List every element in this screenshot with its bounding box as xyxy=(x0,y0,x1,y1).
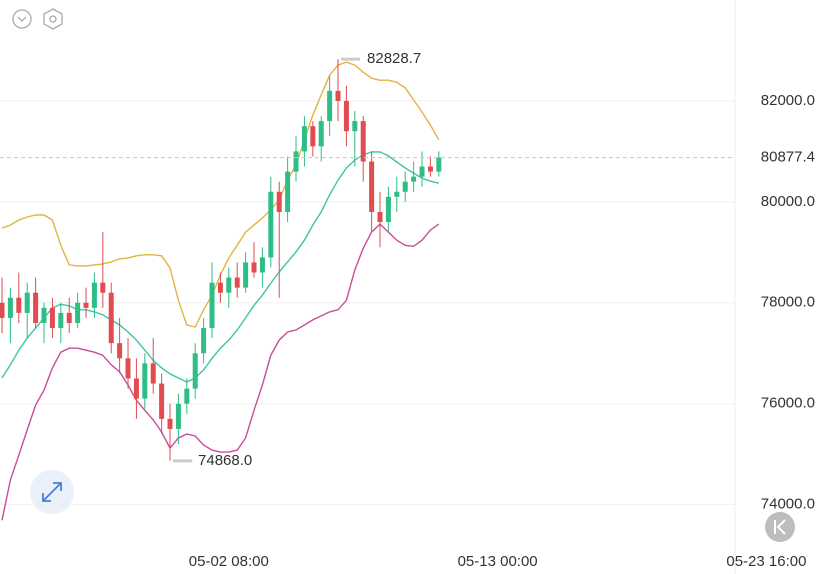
candle-body xyxy=(184,388,190,404)
candle-body xyxy=(142,363,148,399)
candle-body xyxy=(24,292,30,313)
collapse-button[interactable] xyxy=(12,9,32,29)
candle-body xyxy=(419,166,425,177)
candle-body xyxy=(117,343,123,359)
candle-body xyxy=(276,191,282,212)
x-tick-label: 05-23 16:00 xyxy=(726,553,806,570)
icon-hexagon xyxy=(43,8,63,30)
high-label: 82828.7 xyxy=(367,50,421,67)
candle-body xyxy=(436,157,442,172)
candle-body xyxy=(209,282,215,329)
candle-body xyxy=(352,121,358,132)
candle-body xyxy=(427,166,433,172)
candle-body xyxy=(360,121,366,162)
x-tick-label: 05-02 08:00 xyxy=(189,553,269,570)
candle-body xyxy=(150,363,156,384)
reset-button[interactable] xyxy=(765,512,795,542)
candle-body xyxy=(192,353,198,389)
candle-body xyxy=(49,307,55,329)
candle-body xyxy=(167,418,173,429)
x-tick-label: 05-13 00:00 xyxy=(458,553,538,570)
low-label: 74868.0 xyxy=(198,452,252,469)
candle-body xyxy=(125,358,131,379)
candle-body xyxy=(201,328,207,354)
candle-body xyxy=(58,312,64,329)
candle-body xyxy=(385,196,391,223)
band-line xyxy=(1,151,439,383)
icon-chevron xyxy=(17,16,27,22)
candle-body xyxy=(83,302,89,308)
candle-body xyxy=(66,312,72,323)
plot: 74000.0 76000.0 78000.0 80000.0 82000.0 05-02… xyxy=(0,50,815,570)
candle-body xyxy=(108,292,114,344)
y-tick-label: 80000.0 xyxy=(761,193,815,210)
candle-body xyxy=(251,262,257,273)
icon-circle xyxy=(765,512,795,542)
candle-body xyxy=(259,257,265,273)
candle-body xyxy=(301,126,307,152)
candle-body xyxy=(310,126,316,147)
y-tick-label: 74000.0 xyxy=(761,496,815,513)
candle-body xyxy=(343,100,349,132)
expand-button[interactable] xyxy=(30,470,74,514)
icon-dot xyxy=(49,15,57,23)
candle-body xyxy=(175,403,181,429)
candle-body xyxy=(293,151,299,172)
candle-body xyxy=(268,191,274,258)
candle-body xyxy=(91,282,97,308)
candle-body xyxy=(327,90,333,122)
candle-body xyxy=(411,176,417,182)
candle-body xyxy=(159,383,165,419)
candle-body xyxy=(75,302,81,323)
settings-button[interactable] xyxy=(43,8,63,30)
candle-body xyxy=(226,277,232,293)
candle-body xyxy=(394,191,400,197)
candle-body xyxy=(16,297,22,313)
y-tick-label: 78000.0 xyxy=(761,294,815,311)
candle-body xyxy=(335,90,341,101)
candle-body xyxy=(285,171,291,212)
candle-body xyxy=(243,262,249,288)
candle-body xyxy=(377,211,383,223)
candle-body xyxy=(133,378,139,399)
candle-body xyxy=(318,121,324,147)
candle-body xyxy=(369,161,375,212)
candle-body xyxy=(402,181,408,192)
candle-body xyxy=(41,307,47,323)
y-tick-label: 82000.0 xyxy=(761,92,815,109)
band-line xyxy=(1,223,440,521)
candle-body xyxy=(0,302,5,318)
icon-arrows xyxy=(42,482,62,502)
candle-body xyxy=(217,282,223,293)
last-price-label: 80877.4 xyxy=(761,149,815,166)
candle-body xyxy=(33,292,39,323)
candle-body xyxy=(234,277,240,288)
y-tick-label: 76000.0 xyxy=(761,395,815,412)
candle-body xyxy=(100,282,106,293)
icon-arrow xyxy=(774,519,786,535)
icon-circle xyxy=(12,9,32,29)
candle-body xyxy=(7,297,13,318)
